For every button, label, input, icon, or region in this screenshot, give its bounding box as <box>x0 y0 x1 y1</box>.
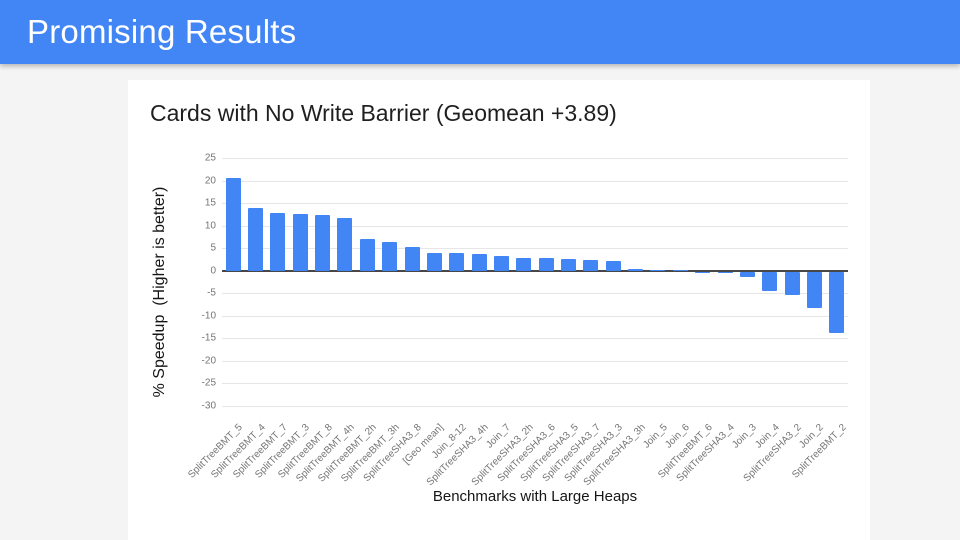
bar-SplitTreeBMT_4h <box>337 217 353 271</box>
bar-SplitTreeSHA3_7 <box>583 259 599 271</box>
gridline <box>222 293 848 295</box>
gridline <box>222 180 848 182</box>
y-tick-label: 5 <box>210 242 216 254</box>
y-tick-label: -10 <box>201 310 216 322</box>
gridline <box>222 158 848 159</box>
chart-card: Cards with No Write Barrier (Geomean +3.… <box>128 80 870 540</box>
gridline <box>222 338 848 340</box>
gridline <box>222 225 848 227</box>
y-tick-label: -5 <box>207 287 216 299</box>
bar-SplitTreeSHA3_3h <box>628 269 644 271</box>
gridline <box>222 248 848 250</box>
bar-SplitTreeSHA3_3 <box>605 260 621 271</box>
y-tick-label: -25 <box>201 377 216 389</box>
y-tick-label: 20 <box>204 175 216 187</box>
bar-SplitTreeSHA3_2 <box>784 271 800 295</box>
bar-SplitTreeBMT_8 <box>315 215 331 271</box>
gridline <box>222 315 848 317</box>
y-tick-label: 25 <box>204 152 216 164</box>
bar-SplitTreeSHA3_6 <box>538 257 554 271</box>
bar-Join_3 <box>739 271 755 277</box>
bar-SplitTreeBMT_7 <box>270 212 286 271</box>
bar-SplitTreeSHA3_5 <box>561 258 577 271</box>
zero-axis-line <box>222 269 848 272</box>
bar-SplitTreeBMT_5 <box>225 178 241 271</box>
y-tick-label: -30 <box>201 400 216 412</box>
gridline <box>222 383 848 385</box>
bar-Join_8-12 <box>449 253 465 271</box>
x-axis-title: Benchmarks with Large Heaps <box>432 488 638 505</box>
bar-SplitTreeBMT_2 <box>829 271 845 333</box>
gridline <box>222 406 848 407</box>
gridline <box>222 360 848 362</box>
y-tick-label: 15 <box>204 197 216 209</box>
bar-SplitTreeSHA3_4h <box>471 253 487 271</box>
y-tick-label: 0 <box>210 265 216 277</box>
bar-SplitTreeBMT_2h <box>359 238 375 271</box>
bar-chart-plot-area <box>222 158 848 407</box>
bar-SplitTreeBMT_3 <box>292 214 308 271</box>
y-tick-label: -20 <box>201 355 216 367</box>
slide-header-bar: Promising Results <box>0 0 960 64</box>
bar-SplitTreeSHA3_8 <box>404 247 420 271</box>
bar-SplitTreeSHA3_2h <box>516 257 532 271</box>
bar-SplitTreeSHA3_4 <box>717 271 733 274</box>
bar-Join_2 <box>806 271 822 308</box>
bar-[Geo mean] <box>426 253 442 271</box>
y-tick-label: 10 <box>204 220 216 232</box>
bar-Join_4 <box>762 271 778 292</box>
y-tick-label: -15 <box>201 332 216 344</box>
gridline <box>222 203 848 205</box>
bar-SplitTreeBMT_3h <box>382 241 398 271</box>
slide-title: Promising Results <box>27 13 297 50</box>
chart-title: Cards with No Write Barrier (Geomean +3.… <box>150 100 617 126</box>
bar-SplitTreeBMT_4 <box>248 207 264 271</box>
y-axis-tick-labels: 25 20 15 10 5 0 -5 -10 -15 -20 -25 -30 <box>128 153 216 412</box>
bar-Join_7 <box>493 256 509 271</box>
